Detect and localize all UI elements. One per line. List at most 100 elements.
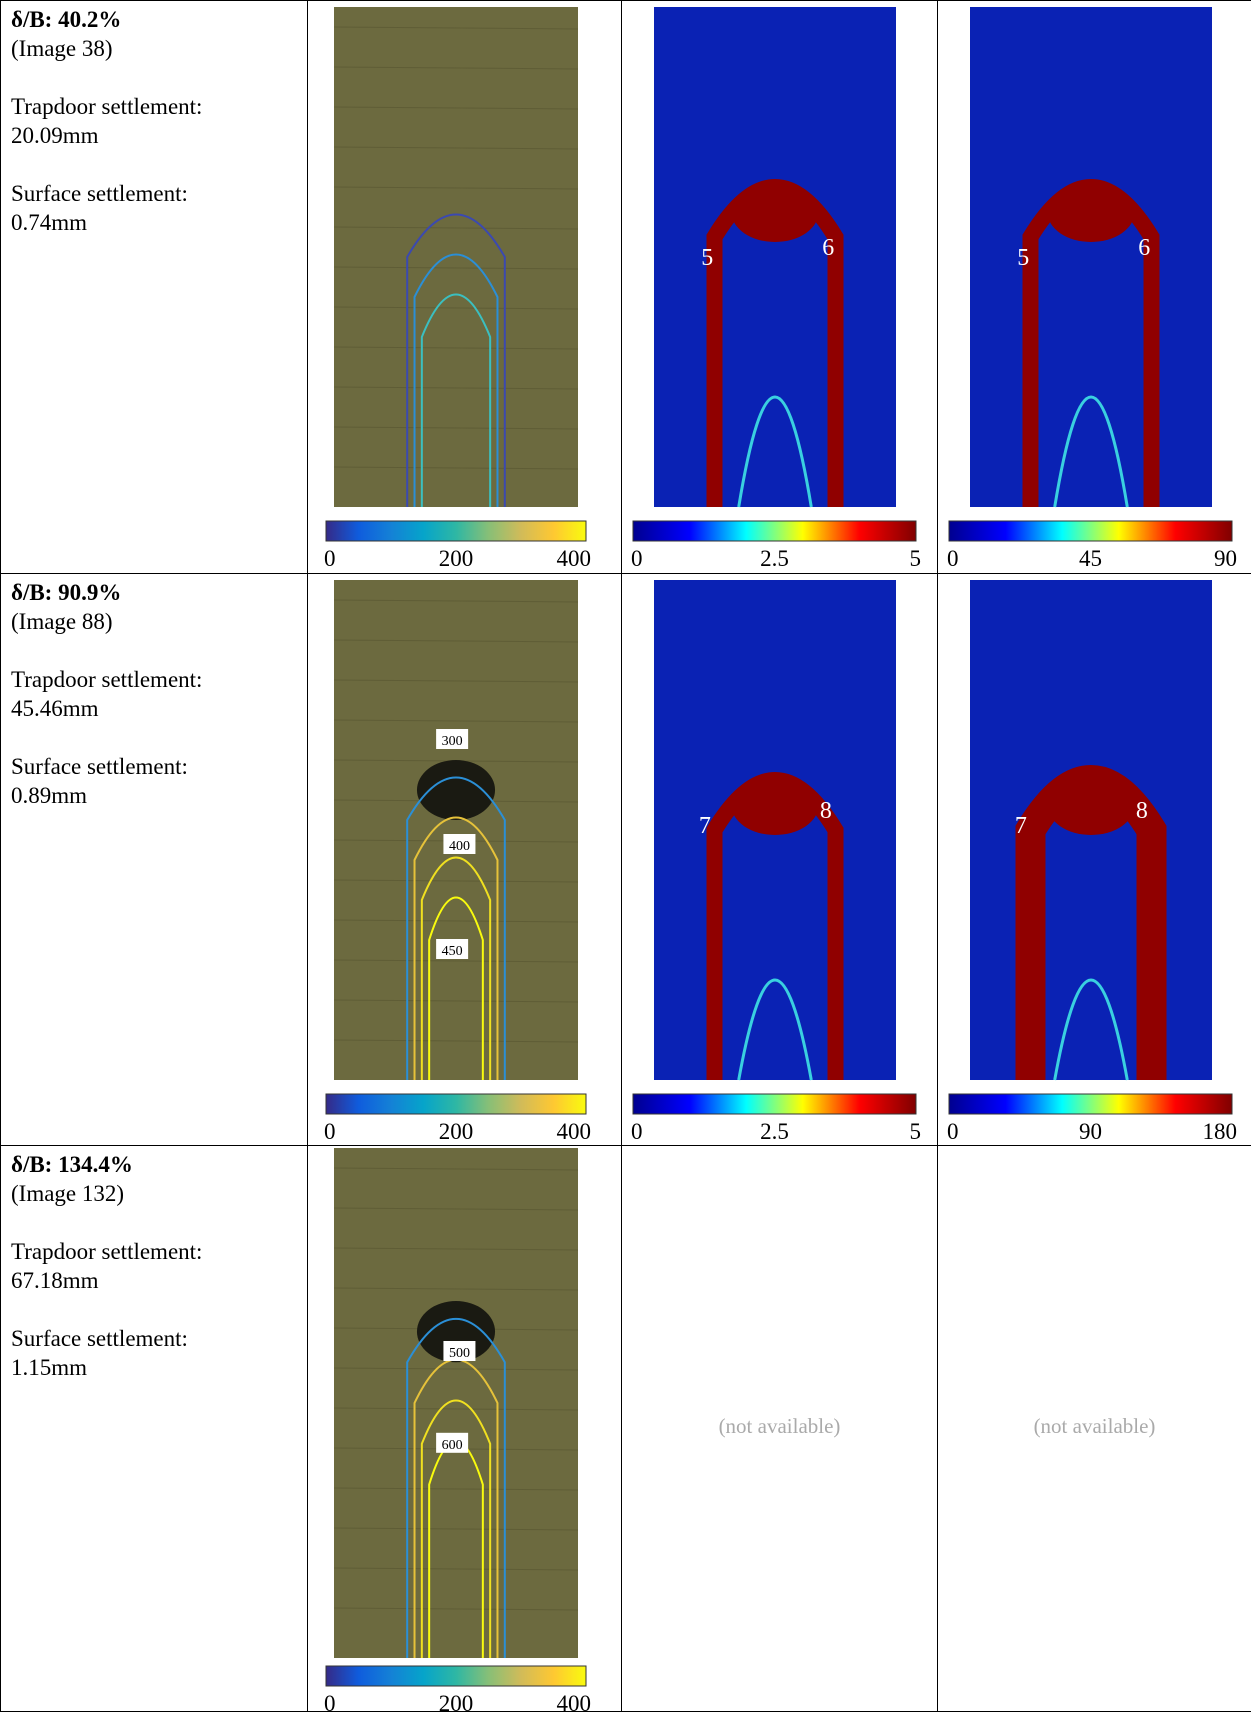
strata — [333, 679, 579, 683]
surface-label: Surface settlement: — [11, 181, 188, 206]
strata — [333, 879, 579, 883]
spacer — [11, 723, 202, 752]
photo — [334, 7, 578, 507]
text-cell: δ/B: 40.2% (Image 38) Trapdoor settlement:… — [0, 0, 308, 574]
peak — [731, 182, 819, 242]
colorbar-tick: 2.5 — [760, 1119, 789, 1144]
surface-value: 0.74mm — [11, 210, 88, 235]
image-cell: (not available) — [937, 1145, 1251, 1712]
image-cell: 300 400 450 0 200 400 — [307, 573, 622, 1146]
peak — [731, 775, 819, 835]
colorbar-tick: 400 — [556, 546, 592, 571]
image-cell: 5 6 0 45 90 — [937, 0, 1251, 574]
image-cell: 5 6 0 2.5 5 — [621, 0, 938, 574]
band-label: 7 — [1015, 813, 1027, 839]
peak — [1047, 182, 1135, 242]
contour-label: 400 — [449, 839, 470, 854]
strata — [333, 226, 579, 230]
strata — [333, 1039, 579, 1043]
contour — [413, 253, 499, 507]
colorbar-tick: 200 — [438, 1691, 474, 1716]
colorbar-tick: 400 — [556, 1119, 592, 1144]
photo — [334, 580, 578, 1080]
colorbar — [325, 1665, 587, 1687]
strata — [333, 1247, 579, 1251]
strata — [333, 1607, 579, 1611]
colorbar-tick: 0 — [324, 1119, 336, 1144]
strata — [333, 639, 579, 643]
contour — [413, 816, 499, 1080]
image-number: (Image 132) — [11, 1181, 125, 1206]
cell-text: δ/B: 90.9% (Image 88) Trapdoor settlement:… — [11, 578, 202, 810]
colorbar-tick: 0 — [947, 1119, 959, 1144]
band-label: 8 — [820, 798, 832, 824]
strata — [333, 1487, 579, 1491]
trapdoor-value: 20.09mm — [11, 123, 99, 148]
field — [970, 7, 1212, 507]
panel-graphic: 500 600 — [325, 1148, 587, 1687]
colorbar-tick: 5 — [909, 546, 922, 571]
label-box — [443, 834, 476, 854]
strata — [333, 999, 579, 1003]
spacer — [11, 1295, 202, 1324]
heading: δ/B: 40.2% — [11, 7, 122, 32]
colorbar-tick: 0 — [324, 546, 336, 571]
contour-label: 600 — [442, 1438, 463, 1453]
band-label: 6 — [1138, 235, 1150, 261]
label-box — [436, 939, 469, 959]
panel-graphic — [325, 7, 587, 542]
colorbar-tick: 90 — [1079, 1119, 1102, 1144]
spacer — [11, 150, 202, 179]
panel-graphic: 78 — [632, 580, 917, 1115]
strata — [333, 1407, 579, 1411]
void — [416, 1301, 496, 1363]
colorbar — [632, 520, 917, 542]
field — [654, 7, 896, 507]
contour — [406, 776, 506, 1080]
colorbar — [948, 1093, 1233, 1115]
surface-value: 0.89mm — [11, 783, 88, 808]
colorbar-tick: 0 — [631, 1119, 643, 1144]
strata — [333, 719, 579, 723]
strata — [333, 959, 579, 963]
colorbar-tick: 180 — [1202, 1119, 1238, 1144]
inner — [1053, 978, 1129, 1081]
strata — [333, 1567, 579, 1571]
trapdoor-label: Trapdoor settlement: — [11, 1239, 203, 1264]
peak — [1047, 775, 1135, 835]
strata — [333, 266, 579, 270]
contour-label: 300 — [442, 734, 463, 749]
contour — [406, 213, 506, 507]
panel-graphic: 300 400 450 — [325, 580, 587, 1115]
panel-graphic: 78 — [948, 580, 1233, 1115]
void — [416, 760, 496, 820]
inner — [737, 395, 813, 508]
trapdoor-value: 67.18mm — [11, 1268, 99, 1293]
surface-label: Surface settlement: — [11, 1326, 188, 1351]
band-label: 5 — [1017, 245, 1029, 271]
image-cell: (not available) — [621, 1145, 938, 1712]
image-cell: 7 8 0 90 180 — [937, 573, 1251, 1146]
colorbar-tick: 200 — [438, 546, 474, 571]
image-cell: 0 200 400 — [307, 0, 622, 574]
contour — [406, 1318, 506, 1658]
photo — [334, 1148, 578, 1658]
spacer — [11, 63, 202, 92]
image-number: (Image 38) — [11, 36, 113, 61]
contour — [420, 856, 492, 1080]
colorbar-tick: 0 — [947, 546, 959, 571]
band-label: 5 — [701, 245, 713, 271]
colorbar — [325, 1093, 587, 1115]
colorbar — [632, 1093, 917, 1115]
strata — [333, 919, 579, 923]
colorbar — [948, 520, 1233, 542]
text-cell: δ/B: 134.4% (Image 132) Trapdoor settlemen… — [0, 1145, 308, 1712]
strata — [333, 466, 579, 470]
surface-label: Surface settlement: — [11, 754, 188, 779]
strata — [333, 426, 579, 430]
heading: δ/B: 90.9% — [11, 580, 122, 605]
strata — [333, 186, 579, 190]
